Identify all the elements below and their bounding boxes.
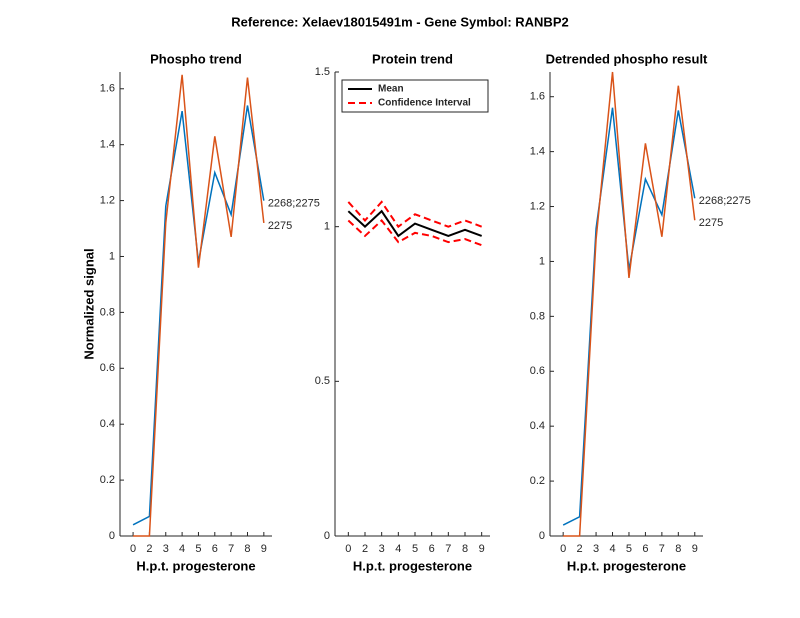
x-tick-label: 6 xyxy=(642,543,648,555)
y-tick-label: 1 xyxy=(109,250,115,262)
x-tick-label: 3 xyxy=(593,543,599,555)
x-tick-label: 0 xyxy=(345,543,351,555)
y-tick-label: 0.6 xyxy=(100,362,115,374)
y-tick-label: 0.6 xyxy=(530,365,545,377)
y-tick-label: 1.6 xyxy=(530,91,545,103)
x-tick-label: 6 xyxy=(212,543,218,555)
y-tick-label: 0.2 xyxy=(530,475,545,487)
y-tick-label: 0.4 xyxy=(100,418,115,430)
series-line xyxy=(347,200,483,229)
x-tick-label: 9 xyxy=(692,543,698,555)
x-tick-label: 8 xyxy=(675,543,681,555)
legend-label: Confidence Interval xyxy=(378,98,471,109)
y-tick-label: 1.4 xyxy=(100,139,115,151)
subplot-title: Detrended phospho result xyxy=(546,51,708,66)
x-axis-label: H.p.t. progesterone xyxy=(353,558,472,573)
series-line xyxy=(133,74,265,537)
series-line xyxy=(347,219,483,247)
x-tick-label: 5 xyxy=(626,543,632,555)
subplot-title: Phospho trend xyxy=(150,51,242,66)
x-tick-label: 7 xyxy=(228,543,234,555)
x-tick-label: 4 xyxy=(179,543,185,555)
y-tick-label: 0.2 xyxy=(100,474,115,486)
x-axis-label: H.p.t. progesterone xyxy=(136,558,255,573)
y-tick-label: 1.2 xyxy=(100,194,115,206)
end-label: 2268;2275 xyxy=(699,195,751,207)
y-tick-label: 1 xyxy=(539,255,545,267)
x-tick-label: 2 xyxy=(577,543,583,555)
y-tick-label: 0.5 xyxy=(315,375,330,387)
y-tick-label: 1 xyxy=(324,221,330,233)
x-tick-label: 8 xyxy=(462,543,468,555)
x-tick-label: 7 xyxy=(659,543,665,555)
x-tick-label: 9 xyxy=(479,543,485,555)
y-tick-label: 0.8 xyxy=(530,310,545,322)
x-tick-label: 8 xyxy=(244,543,250,555)
y-axis-label: Normalized signal xyxy=(81,248,96,359)
legend-box xyxy=(341,79,489,113)
y-tick-label: 0.8 xyxy=(100,306,115,318)
y-tick-label: 1.2 xyxy=(530,200,545,212)
figure-title: Reference: Xelaev18015491m - Gene Symbol… xyxy=(231,14,568,29)
x-tick-label: 4 xyxy=(395,543,401,555)
x-tick-label: 0 xyxy=(130,543,136,555)
x-tick-label: 2 xyxy=(146,543,152,555)
series-line xyxy=(562,107,696,526)
x-tick-label: 9 xyxy=(261,543,267,555)
x-tick-label: 7 xyxy=(445,543,451,555)
y-tick-label: 1.4 xyxy=(530,146,545,158)
x-tick-label: 5 xyxy=(412,543,418,555)
end-label: 2268;2275 xyxy=(268,197,320,209)
y-tick-label: 0.4 xyxy=(530,420,545,432)
x-tick-label: 5 xyxy=(195,543,201,555)
x-tick-label: 3 xyxy=(379,543,385,555)
y-tick-label: 0 xyxy=(109,530,115,542)
end-label: 2275 xyxy=(699,217,723,229)
end-label: 2275 xyxy=(268,220,292,232)
series-line xyxy=(347,209,483,238)
y-tick-label: 1.6 xyxy=(100,83,115,95)
y-tick-label: 0 xyxy=(324,530,330,542)
y-tick-label: 1.5 xyxy=(315,66,330,78)
x-axis-label: H.p.t. progesterone xyxy=(567,558,686,573)
x-tick-label: 0 xyxy=(560,543,566,555)
x-tick-label: 3 xyxy=(163,543,169,555)
x-tick-label: 4 xyxy=(609,543,615,555)
series-line xyxy=(563,71,696,537)
subplot-title: Protein trend xyxy=(372,51,453,66)
x-tick-label: 2 xyxy=(362,543,368,555)
y-tick-label: 0 xyxy=(539,530,545,542)
legend-label: Mean xyxy=(378,84,404,95)
x-tick-label: 6 xyxy=(429,543,435,555)
